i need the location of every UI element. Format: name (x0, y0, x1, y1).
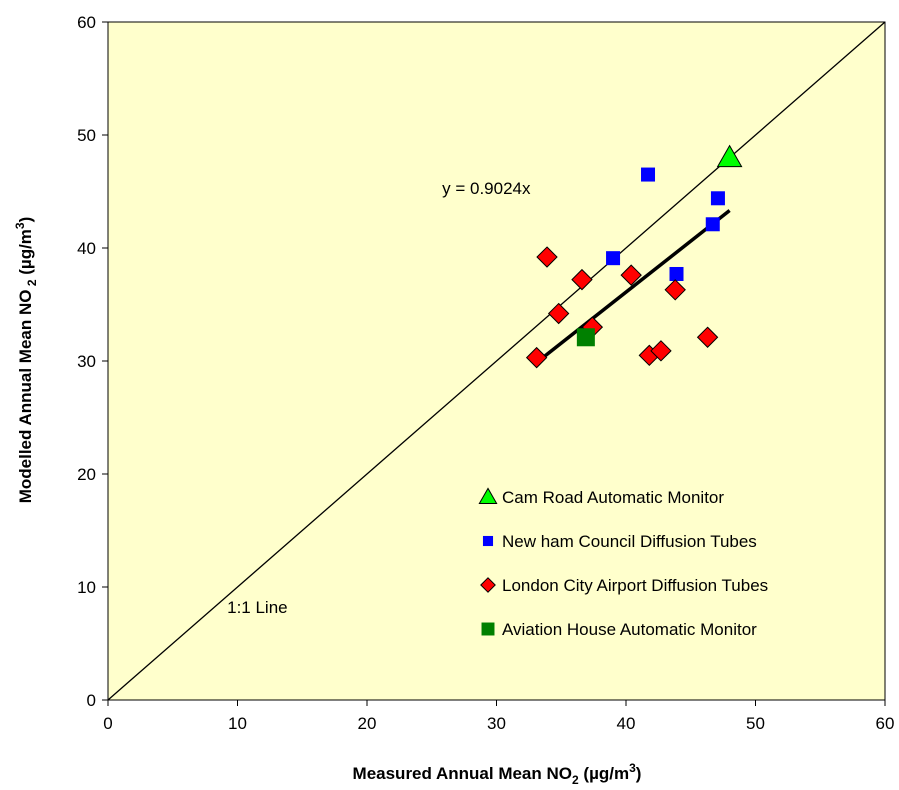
legend: Cam Road Automatic Monitor New ham Counci… (478, 487, 768, 639)
x-tick-label-0: 0 (103, 714, 112, 733)
x-axis-title-main: Measured Annual Mean NO (353, 764, 572, 783)
one-to-one-label: 1:1 Line (227, 598, 288, 617)
y-axis-title: Modelled Annual Mean NO 2 (µg/m3) (13, 217, 39, 504)
data-point-s2-2 (620, 264, 642, 286)
legend-label-0: Cam Road Automatic Monitor (502, 488, 724, 507)
legend-marker-1 (482, 535, 494, 547)
x-axis-title-sup: 3 (629, 761, 636, 775)
y-axis-title-main: Modelled Annual Mean NO (16, 290, 35, 504)
y-tick-label-5: 50 (77, 126, 96, 145)
x-tick-label-2: 20 (358, 714, 377, 733)
x-tick-label-4: 40 (617, 714, 636, 733)
data-point-s0-0 (716, 144, 743, 168)
x-tick-label-6: 60 (876, 714, 895, 733)
x-tick-label-5: 50 (746, 714, 765, 733)
y-tick-label-1: 10 (77, 578, 96, 597)
y-axis-title-sup: 3 (13, 222, 27, 229)
legend-label-2: London City Airport Diffusion Tubes (502, 576, 768, 595)
data-point-s1-0 (641, 167, 656, 182)
legend-label-1: New ham Council Diffusion Tubes (502, 532, 757, 551)
x-axis-title-units: (µg/m (579, 764, 629, 783)
regression-line (535, 209, 731, 364)
y-tick-label-0: 0 (87, 691, 96, 710)
y-axis-title-units: (µg/m (16, 229, 35, 279)
data-point-s1-1 (710, 191, 725, 206)
data-points (525, 144, 743, 369)
x-tick-label-3: 30 (487, 714, 506, 733)
data-point-s2-8 (650, 340, 672, 362)
legend-marker-3 (481, 622, 495, 636)
data-point-s2-6 (525, 346, 548, 369)
axes: 0 10 20 30 40 50 60 0 10 20 30 40 50 60 (77, 13, 894, 733)
data-point-s1-3 (606, 251, 621, 266)
one-to-one-line (107, 21, 886, 701)
data-point-s2-3 (664, 279, 686, 301)
legend-marker-0 (478, 487, 498, 504)
regression-equation-label: y = 0.9024x (442, 179, 531, 198)
data-point-s2-0 (536, 246, 558, 268)
legend-marker-2 (480, 577, 496, 593)
x-axis-title-sub: 2 (572, 773, 579, 787)
y-tick-label-2: 20 (77, 465, 96, 484)
data-point-s2-9 (696, 326, 719, 348)
y-tick-label-3: 30 (77, 352, 96, 371)
data-point-s1-4 (669, 266, 684, 281)
y-tick-label-6: 60 (77, 13, 96, 32)
y-axis-title-sub: 2 (25, 279, 39, 289)
x-axis-title: Measured Annual Mean NO2 (µg/m3) (353, 761, 642, 787)
y-tick-label-4: 40 (77, 239, 96, 258)
y-axis-title-close: ) (16, 217, 35, 223)
x-axis-title-close: ) (636, 764, 642, 783)
legend-label-3: Aviation House Automatic Monitor (502, 620, 757, 639)
data-point-s1-2 (705, 217, 720, 232)
data-point-s2-4 (547, 302, 570, 325)
data-point-s3-0 (576, 328, 595, 347)
x-tick-label-1: 10 (228, 714, 247, 733)
data-point-s2-1 (571, 268, 593, 291)
